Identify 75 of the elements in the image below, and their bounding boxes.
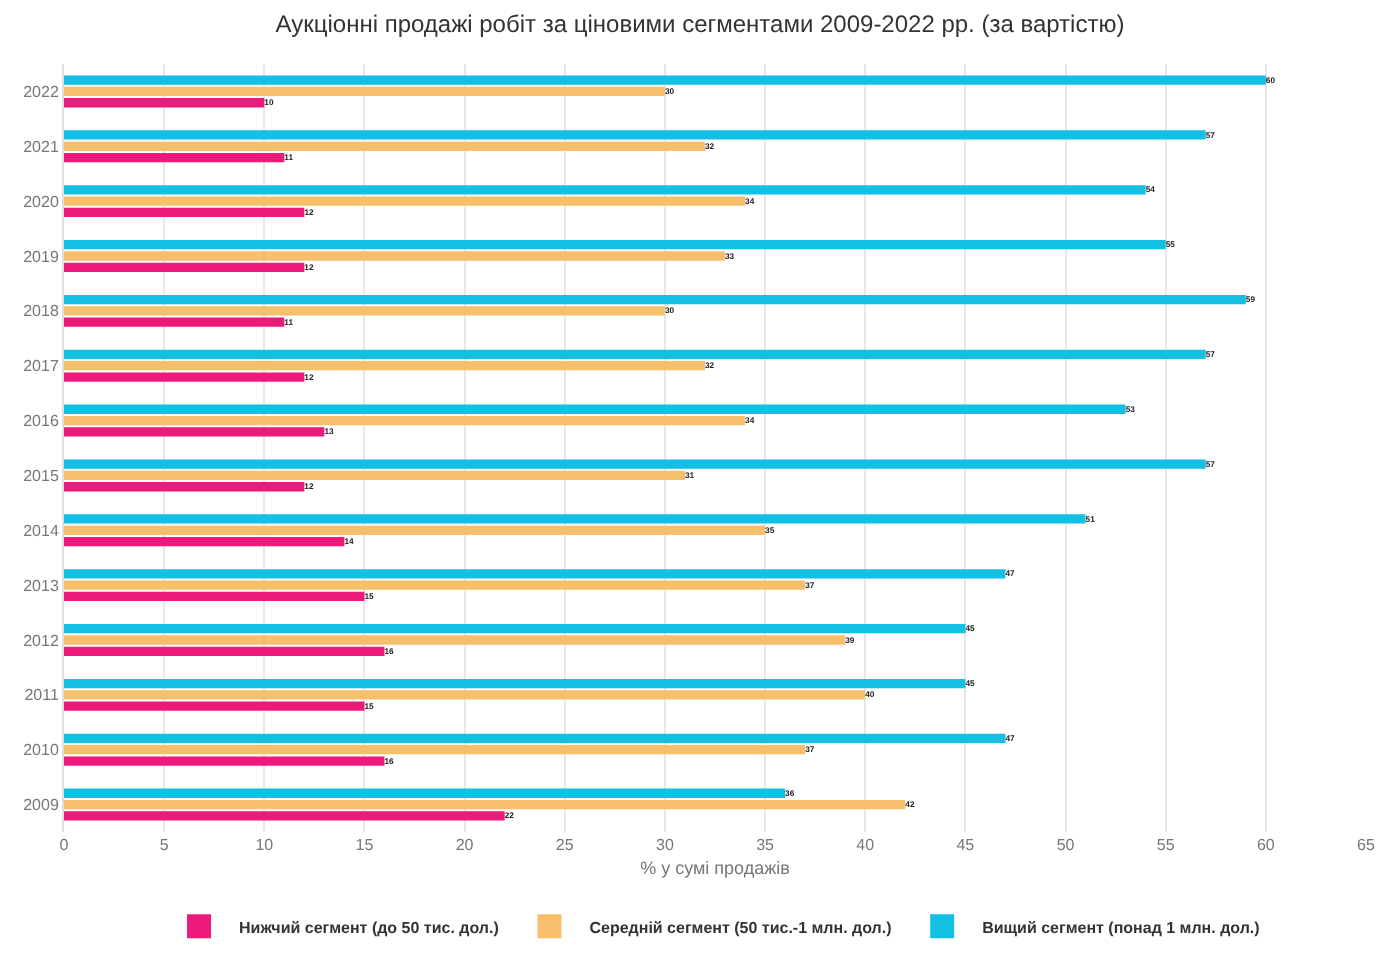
bar	[64, 580, 806, 590]
legend-label: Нижчий сегмент (до 50 тис. дол.)	[239, 918, 500, 937]
x-tick-label: 20	[455, 836, 475, 854]
bar	[64, 415, 746, 426]
bar	[64, 701, 365, 711]
bar	[64, 240, 1166, 250]
bar	[64, 756, 385, 766]
bar	[64, 690, 866, 700]
y-tick-label: 2018	[23, 302, 60, 321]
y-tick-label: 2012	[23, 631, 60, 650]
x-tick-label: 55	[1156, 836, 1176, 854]
x-tick-label: 45	[956, 836, 976, 854]
bar	[64, 470, 685, 481]
bar	[64, 404, 1126, 414]
bar	[64, 361, 705, 371]
legend-label: Вищий сегмент (понад 1 млн. дол.)	[982, 918, 1261, 937]
legend-label: Середній сегмент (50 тис.-1 млн. дол.)	[589, 918, 893, 937]
bar	[64, 98, 265, 108]
x-tick-label: 10	[255, 836, 275, 854]
bar	[64, 678, 966, 689]
bar	[64, 196, 746, 206]
bar	[64, 75, 1266, 85]
bar	[64, 569, 1006, 579]
bar	[64, 262, 305, 272]
bar	[64, 733, 1006, 744]
x-tick-label: 25	[555, 836, 575, 854]
y-tick-label: 2020	[23, 192, 60, 211]
x-axis-title: % у сумі продажів	[640, 857, 791, 878]
bar	[64, 86, 665, 97]
bar	[64, 372, 305, 382]
x-tick-label: 35	[756, 836, 776, 854]
bar	[64, 349, 1206, 360]
bar	[64, 482, 305, 492]
bar	[64, 207, 305, 218]
bar	[64, 591, 365, 602]
bar	[64, 152, 285, 163]
bar	[64, 745, 806, 755]
y-tick-label: 2014	[23, 521, 60, 540]
x-tick-label: 50	[1056, 836, 1076, 854]
y-tick-label: 2017	[23, 357, 60, 376]
x-tick-label: 60	[1256, 836, 1276, 854]
y-tick-label: 2015	[23, 467, 60, 486]
bar	[64, 788, 786, 798]
y-tick-label: 2010	[23, 741, 60, 760]
bar	[64, 251, 726, 261]
x-tick-label: 15	[355, 836, 375, 854]
bar	[64, 185, 1146, 195]
x-tick-label: 65	[1357, 836, 1376, 854]
y-tick-label: 2022	[23, 83, 60, 102]
y-tick-label: 2016	[23, 412, 60, 431]
bar	[64, 646, 385, 656]
bar	[64, 536, 345, 547]
bar	[64, 811, 505, 821]
y-tick-label: 2009	[23, 796, 60, 815]
bar	[64, 624, 966, 634]
x-tick-label: 0	[59, 836, 70, 854]
bar	[64, 459, 1206, 469]
bar	[64, 427, 325, 437]
y-tick-label: 2019	[23, 247, 60, 266]
bar	[64, 130, 1206, 140]
y-tick-label: 2021	[23, 137, 60, 156]
bar	[64, 306, 665, 316]
y-tick-label: 2011	[24, 686, 60, 705]
bar	[64, 799, 906, 810]
y-tick-label: 2013	[23, 576, 60, 595]
bar	[64, 635, 846, 645]
bar	[64, 514, 1086, 524]
bar	[64, 525, 766, 535]
chart-title: Аукціонні продажі робіт за ціновими сегментами 2009-2022 рр. (за вартістю)	[275, 9, 1125, 38]
x-tick-label: 5	[159, 836, 170, 854]
x-tick-label: 40	[856, 836, 876, 854]
x-tick-label: 30	[656, 836, 675, 854]
bar	[64, 141, 705, 151]
bar	[64, 317, 285, 327]
bar	[64, 294, 1246, 305]
